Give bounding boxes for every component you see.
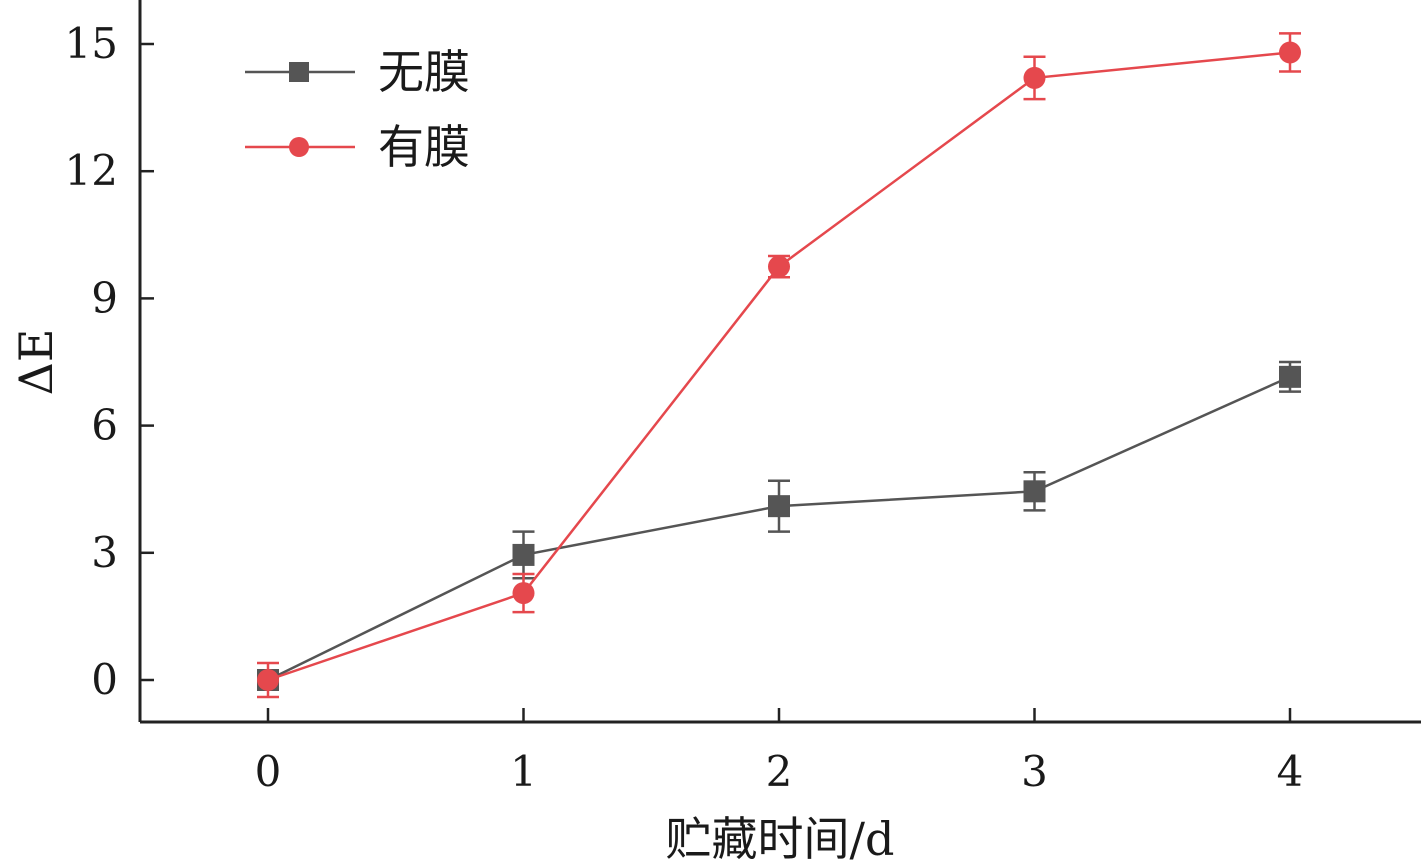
legend-item: 有膜 — [245, 120, 470, 174]
x-tick-label: 2 — [766, 747, 793, 796]
data-point — [768, 255, 790, 278]
series-2 — [257, 32, 1301, 699]
legend-marker — [289, 62, 309, 82]
data-point — [1023, 66, 1046, 89]
x-tick-label: 4 — [1277, 747, 1304, 796]
y-tick-label: 0 — [91, 655, 118, 704]
series-layer — [257, 32, 1301, 699]
x-tick-label: 1 — [510, 747, 537, 796]
legend-item: 无膜 — [245, 45, 470, 99]
legend-label: 无膜 — [378, 45, 470, 99]
data-point — [512, 582, 535, 605]
y-tick-label: 9 — [91, 273, 118, 322]
data-point — [257, 669, 279, 691]
legend-label: 有膜 — [378, 120, 470, 174]
x-tick-label: 3 — [1021, 747, 1048, 796]
y-tick-label: 6 — [91, 401, 118, 450]
y-tick-label: 3 — [91, 528, 118, 577]
data-point — [1023, 480, 1046, 503]
legend-marker — [289, 137, 309, 157]
data-point — [1279, 365, 1301, 388]
y-axis-title: ΔE — [9, 329, 63, 396]
data-point — [512, 543, 535, 566]
x-axis-title: 贮藏时间/d — [666, 812, 895, 866]
data-point — [768, 495, 790, 518]
y-tick-label: 15 — [65, 19, 118, 68]
series-1 — [257, 360, 1301, 691]
x-tick-label: 0 — [255, 747, 282, 796]
y-tick-label: 12 — [65, 146, 118, 195]
data-point — [1279, 41, 1301, 64]
